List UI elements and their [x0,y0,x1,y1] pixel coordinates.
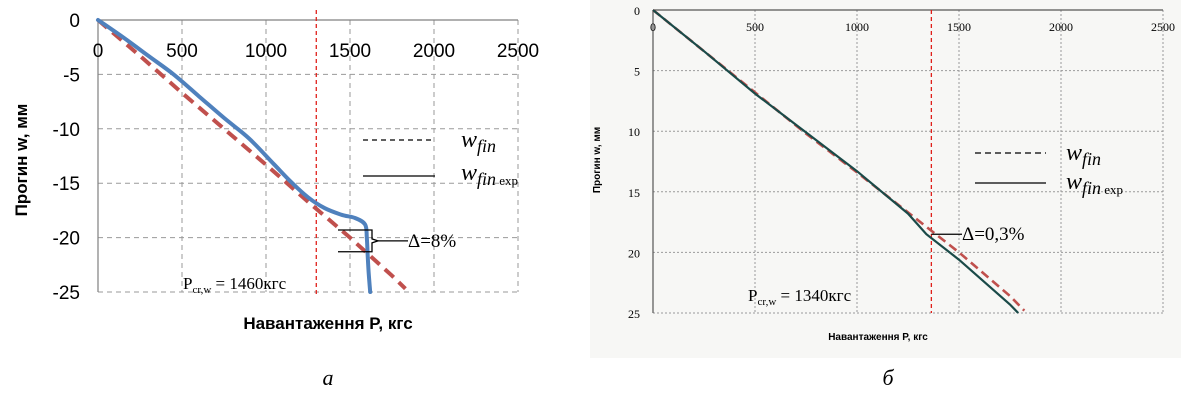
legend-sub-exp: exp [1101,182,1123,197]
chart-a-axes [97,19,518,292]
chart-a-legend: wfin wfin exp [363,127,518,189]
x-tick-label: 500 [746,20,764,34]
x-tick-label: 0 [650,20,656,34]
legend-var: w [1066,169,1082,195]
chart-a-delta-label: Δ=8% [408,231,456,252]
crit-value: = 1460кгс [211,274,286,293]
chart-a-panel-label: а [323,365,334,390]
chart-b-tick-labels: 0 500 1000 1500 2000 2500 0 5 10 15 20 25 [628,4,1175,321]
chart-b-legend-label-wfin-exp: wfin exp [1066,169,1123,198]
legend-sub: fin [1082,178,1101,198]
chart-a-grid [98,20,519,293]
legend-sub: fin [477,169,496,189]
chart-b-series-wfin-exp [652,9,1019,314]
chart-b: 0 500 1000 1500 2000 2500 0 5 10 15 20 25 Δ=0,3% wf… [590,0,1181,390]
y-tick-label: 20 [628,246,640,260]
chart-b-panel-label: б [882,365,894,390]
chart-b-y-axis-title: Прогин w, мм [592,127,603,193]
crit-p: P [183,274,192,293]
crit-sub: cr,w [192,284,211,296]
chart-b-x-axis-title: Навантаження P, кгс [828,332,928,343]
chart-b-legend: wfin wfin exp [975,140,1123,198]
x-tick-label: 1000 [845,20,869,34]
x-tick-label: 1500 [947,20,971,34]
legend-sub: fin [1082,149,1101,169]
y-tick-label: 25 [628,307,640,321]
y-tick-label: 5 [634,65,640,79]
chart-b-axes [652,9,1163,313]
crit-p: P [748,286,757,305]
chart-b-legend-label-wfin: wfin [1066,140,1101,169]
y-tick-label: -5 [63,65,80,86]
legend-sub-exp: exp [496,173,518,188]
y-tick-label: 10 [628,125,640,139]
x-tick-label: 500 [166,41,198,62]
x-tick-label: 1000 [245,41,287,62]
x-tick-label: 1500 [329,41,371,62]
chart-a-legend-label-wfin: wfin [461,127,496,156]
chart-b-grid [653,10,1164,314]
y-tick-label: 0 [69,11,80,32]
y-tick-label: -25 [53,283,80,304]
y-tick-label: -20 [53,229,80,250]
chart-a-x-axis-title: Навантаження P, кгс [243,314,412,333]
x-tick-label: 2500 [1151,20,1175,34]
chart-a-series-wfin-exp [96,18,373,294]
chart-a-series-wfin [96,18,407,291]
x-tick-label: 2000 [1049,20,1073,34]
y-tick-label: 15 [628,186,640,200]
y-tick-label: -10 [53,120,80,141]
y-tick-label: -15 [53,174,80,195]
x-tick-label: 2000 [413,41,455,62]
chart-a-y-axis-title: Прогин w, мм [12,104,31,217]
chart-b-delta-label: Δ=0,3% [962,224,1025,245]
x-tick-label: 2500 [497,41,539,62]
crit-value: = 1340кгс [776,286,851,305]
chart-a: 0 500 1000 1500 2000 2500 0 -5 -10 -15 -20 -25 Δ=8%… [12,10,539,390]
chart-b-critical-load-label: Pcr,w = 1340кгс [748,286,852,308]
legend-var: w [1066,140,1082,166]
chart-a-legend-label-wfin-exp: wfin exp [461,160,518,189]
y-tick-label: 0 [634,4,640,18]
chart-a-tick-labels: 0 500 1000 1500 2000 2500 0 -5 -10 -15 -20 -25 [53,11,540,304]
chart-a-critical-load-label: Pcr,w = 1460кгс [183,274,287,296]
legend-sub: fin [477,136,496,156]
legend-var: w [461,127,477,153]
x-tick-label: 0 [93,41,104,62]
chart-b-background [590,0,1181,358]
legend-var: w [461,160,477,186]
crit-sub: cr,w [757,296,776,308]
